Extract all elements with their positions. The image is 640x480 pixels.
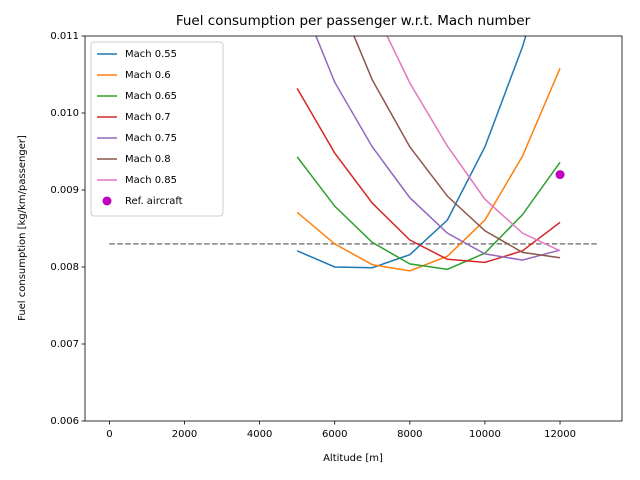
legend-label: Mach 0.8 [125,154,171,165]
legend-label: Ref. aircraft [125,196,183,207]
series-line [386,36,561,252]
axes-frame [84,35,623,422]
legend-label: Mach 0.7 [125,112,171,123]
legend-label: Mach 0.55 [125,49,177,60]
x-tick-label: 2000 [172,429,197,440]
series-line [296,68,561,272]
x-axis-label: Altitude [m] [323,453,383,464]
y-tick-label: 0.011 [50,31,79,42]
x-tick-label: 6000 [322,429,347,440]
series-line [296,156,561,271]
legend-label: Mach 0.85 [125,175,177,186]
legend-swatch [102,196,112,206]
series-line [353,36,561,259]
x-tick-label: 12000 [544,429,576,440]
y-axis-label: Fuel consumption [kg/km/passenger] [17,135,28,321]
y-tick-label: 0.008 [50,262,79,273]
x-tick-label: 0 [106,429,112,440]
overlay: 0 2000 4000 6000 8000 10000 12000 0.006 0.007 0.0… [50,31,576,440]
plot-area [109,36,598,272]
x-tick-label: 4000 [247,429,272,440]
legend-box [90,41,224,217]
x-tick-label: 8000 [397,429,422,440]
y-tick-label: 0.006 [50,416,79,427]
legend-label: Mach 0.6 [125,70,171,81]
series-line [315,36,561,261]
series-line [296,36,527,269]
y-tick-label: 0.010 [50,108,79,119]
x-tick-label: 10000 [469,429,501,440]
y-tick-label: 0.009 [50,185,79,196]
y-tick-label: 0.007 [50,339,79,350]
series-line [296,87,561,264]
chart-title: Fuel consumption per passenger w.r.t. Ma… [176,13,531,29]
legend-label: Mach 0.65 [125,91,177,102]
scatter-point [555,170,565,180]
legend-label: Mach 0.75 [125,133,177,144]
